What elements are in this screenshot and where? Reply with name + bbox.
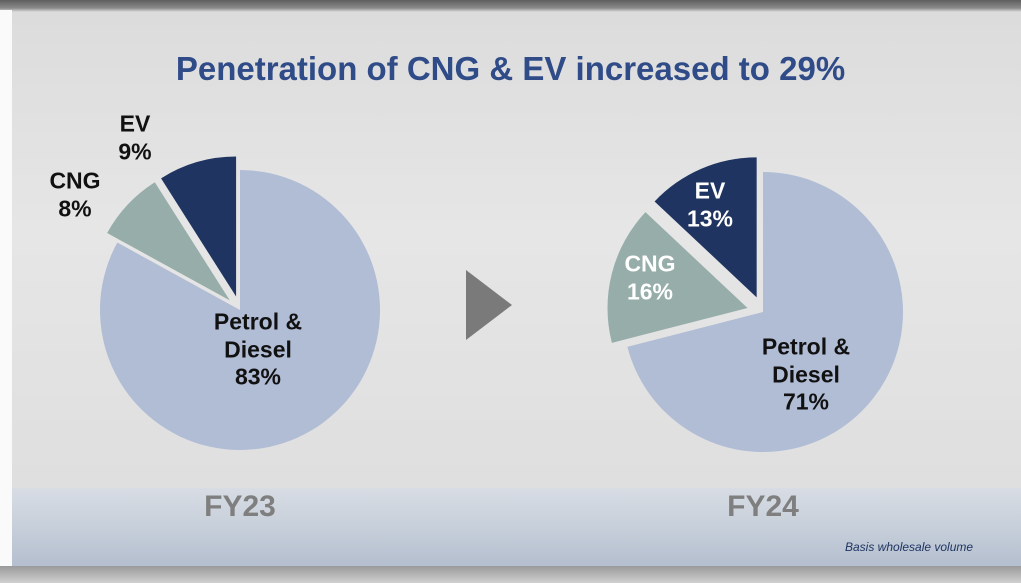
pie-slice <box>161 156 237 297</box>
footnote: Basis wholesale volume <box>845 540 974 554</box>
value-label: 83% <box>234 363 282 390</box>
slice-label: Petrol & Diesel 83% <box>193 309 323 392</box>
pie-title: FY23 <box>204 490 276 523</box>
value-label: 13% <box>686 205 734 231</box>
value-label: 8% <box>58 195 92 221</box>
category-label: Petrol & Diesel <box>213 308 303 363</box>
value-label: 16% <box>626 278 674 304</box>
arrow <box>466 270 512 340</box>
category-label: EV <box>119 110 151 137</box>
left-strip <box>0 10 12 583</box>
slice-label: EV 13% <box>670 177 750 232</box>
pie-slice <box>627 172 904 452</box>
value-label: 9% <box>118 138 152 164</box>
bottom-border <box>0 566 1021 583</box>
slide-title: Penetration of CNG & EV increased to 29% <box>175 50 846 87</box>
category-label: CNG <box>49 167 101 194</box>
slice-label: EV 9% <box>95 110 175 165</box>
category-label: CNG <box>624 250 676 277</box>
value-label: 71% <box>782 388 830 415</box>
bottom-band <box>12 488 1021 566</box>
category-label: EV <box>694 177 726 204</box>
slice-label: Petrol & Diesel 71% <box>741 334 871 417</box>
slice-label: CNG 16% <box>610 250 690 305</box>
category-label: Petrol & Diesel <box>761 333 851 388</box>
slice-label: CNG 8% <box>35 167 115 222</box>
pie-slice <box>654 157 757 298</box>
pie-slice <box>607 212 748 343</box>
pie-slice <box>107 182 230 301</box>
pie-title: FY24 <box>727 490 799 523</box>
pie-slice <box>99 170 380 451</box>
